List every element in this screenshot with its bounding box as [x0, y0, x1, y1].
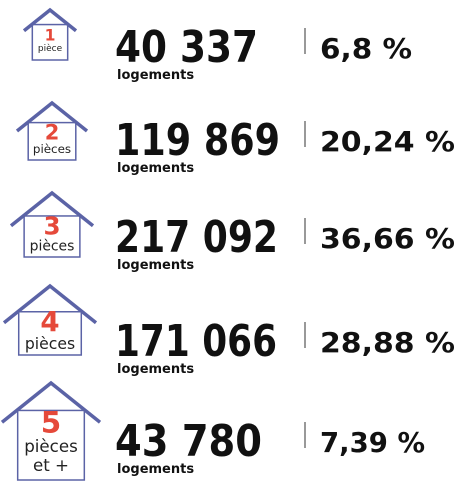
room-label: pièce: [38, 43, 63, 54]
percent: 7,39 %: [320, 426, 425, 459]
unit: logements: [117, 462, 194, 477]
room-number: 3: [43, 211, 60, 240]
house-body: [23, 215, 81, 258]
count: 40 337: [115, 22, 258, 73]
count: 217 092: [115, 212, 278, 263]
percent: 36,66 %: [320, 222, 455, 255]
count: 171 066: [115, 316, 277, 367]
room-label: et +: [33, 456, 69, 475]
room-number: 4: [40, 305, 59, 338]
house-roof: [0, 380, 102, 424]
room-number: 1: [45, 27, 56, 45]
room-label: pièces: [24, 437, 78, 456]
unit: logements: [117, 68, 194, 83]
house-roof: [2, 283, 98, 325]
unit: logements: [117, 258, 194, 273]
count: 119 869: [115, 115, 280, 166]
house-roof: [9, 190, 95, 228]
room-label: pièces: [30, 238, 75, 254]
percent: 28,88 %: [320, 326, 455, 359]
house-body: [17, 311, 83, 356]
count: 43 780: [115, 416, 262, 467]
unit: logements: [117, 161, 194, 176]
house-body: [16, 409, 86, 481]
house-body: [31, 23, 69, 61]
unit: logements: [117, 362, 194, 377]
percent: 20,24 %: [320, 125, 455, 158]
house-body: [27, 121, 77, 161]
room-number: 5: [41, 406, 61, 440]
house-roof: [15, 100, 89, 133]
room-label: pièces: [25, 334, 75, 353]
room-number: 2: [45, 120, 60, 144]
percent: 6,8 %: [320, 32, 412, 65]
house-roof: [22, 7, 78, 33]
room-label: pièces: [33, 142, 71, 156]
